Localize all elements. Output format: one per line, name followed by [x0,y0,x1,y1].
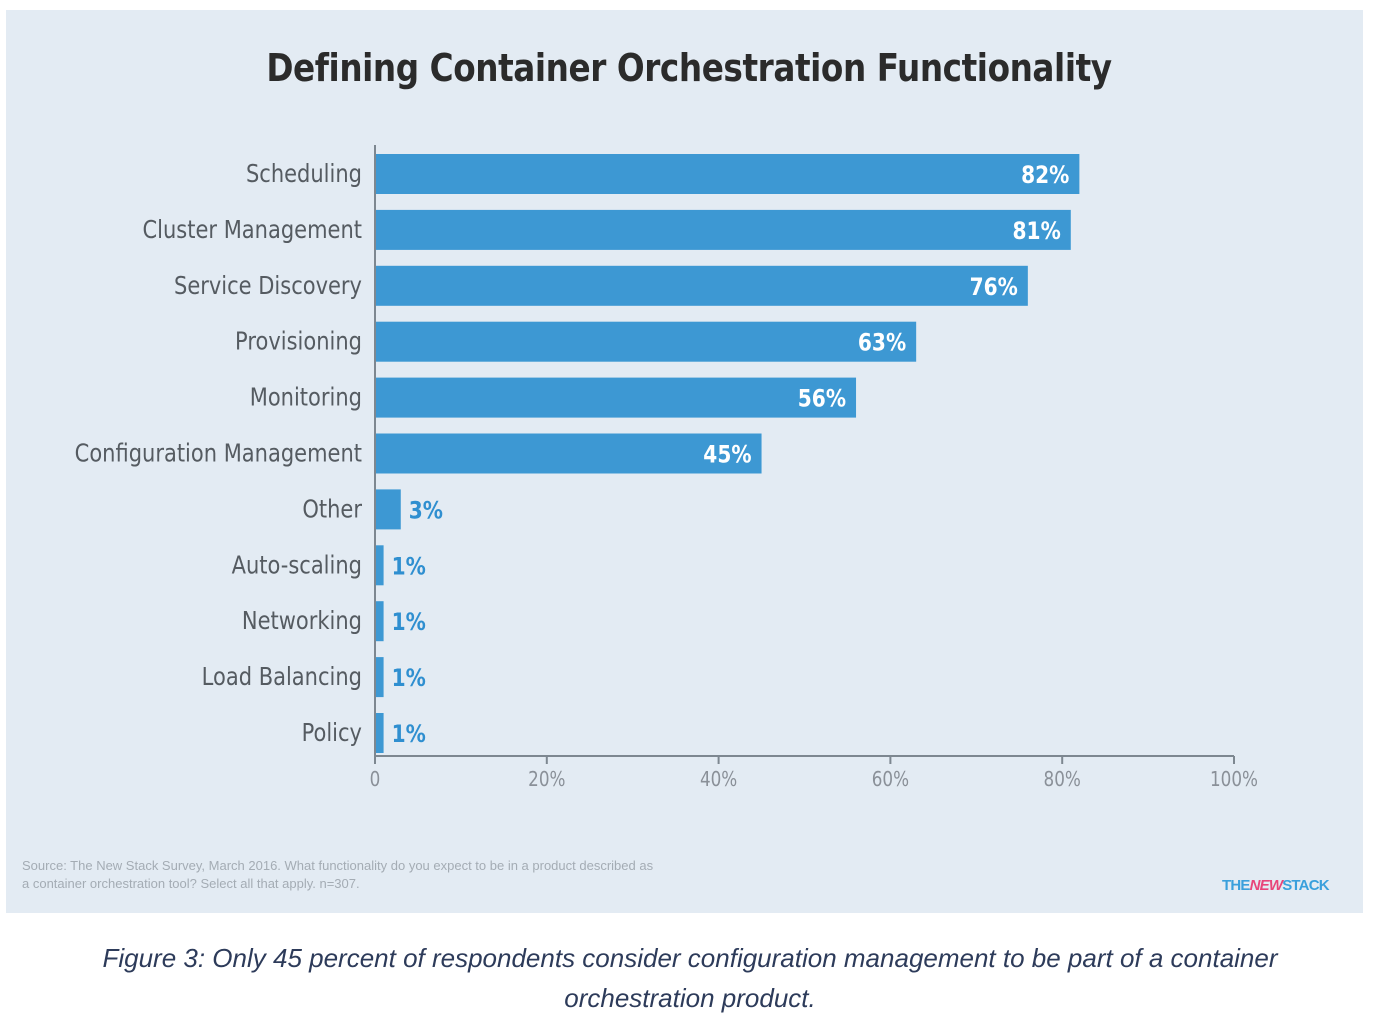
category-label: Policy [302,719,362,747]
bar [375,489,401,530]
bar [375,321,917,362]
category-label: Other [302,496,362,524]
value-label: 81% [1013,217,1061,245]
category-label: Cluster Management [143,216,362,244]
bar [375,545,384,586]
value-label: 1% [392,609,426,637]
caption-line-1: Figure 3: Only 45 percent of respondents… [102,943,1278,973]
category-label: Configuration Management [75,440,362,468]
bar [375,377,857,418]
x-tick-label: 100% [1210,769,1258,792]
category-label: Auto-scaling [232,552,362,580]
bar [375,601,384,642]
value-label: 56% [798,385,846,413]
bar [375,433,762,474]
value-label: 63% [858,329,906,357]
category-label: Monitoring [250,384,362,412]
source-note: Source: The New Stack Survey, March 2016… [22,857,882,893]
x-tick-label: 40% [700,769,737,792]
source-line-1: Source: The New Stack Survey, March 2016… [22,858,654,873]
category-label: Load Balancing [202,663,362,691]
chart-title: Defining Container Orchestration Functio… [266,46,1112,90]
category-label: Service Discovery [174,272,362,300]
bar [375,265,1028,306]
bar [375,209,1071,250]
x-tick-label: 0 [370,769,381,792]
value-label: 82% [1021,161,1069,189]
value-label: 1% [392,720,426,748]
logo-part-the: THE [1222,877,1250,894]
category-label: Scheduling [246,160,362,188]
caption-line-2: orchestration product. [564,983,816,1013]
value-label: 1% [392,553,426,581]
category-label: Networking [242,608,362,636]
x-tick-label: 60% [872,769,909,792]
source-line-2: a container orchestration tool? Select a… [22,876,360,891]
value-label: 3% [409,497,443,525]
the-new-stack-logo: THENEWSTACK [1222,877,1330,894]
value-label: 45% [703,441,751,469]
bar [375,154,1080,194]
bar [375,657,384,698]
x-tick-label: 80% [1044,769,1081,792]
value-label: 76% [970,273,1018,301]
category-label: Provisioning [235,328,362,356]
bar [375,713,384,753]
logo-part-new: NEW [1249,877,1283,894]
logo-part-stack: STACK [1282,877,1329,894]
x-tick-label: 20% [528,769,565,792]
figure-caption: Figure 3: Only 45 percent of respondents… [40,938,1340,1018]
value-label: 1% [392,664,426,692]
